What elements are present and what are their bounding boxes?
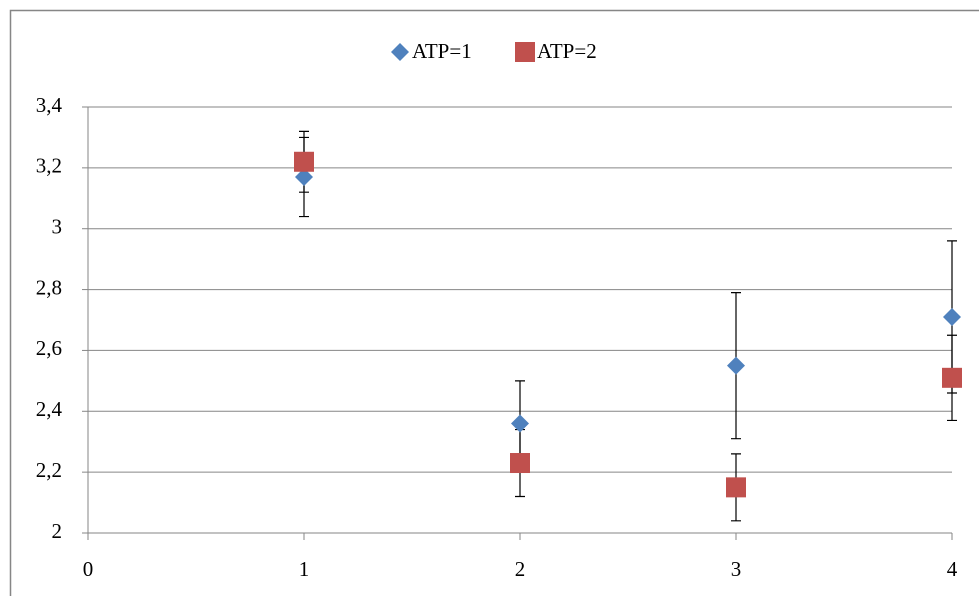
legend-label: ATP=2 (537, 39, 597, 63)
legend-marker (515, 42, 535, 62)
point (511, 414, 529, 433)
y-tick-label: 3,4 (36, 93, 63, 117)
y-tick-label: 2,4 (36, 397, 63, 421)
x-tick-label: 0 (83, 557, 94, 581)
point (727, 356, 745, 375)
point (942, 367, 962, 388)
x-tick-label: 2 (515, 557, 526, 581)
point (726, 477, 746, 498)
x-tick-label: 3 (731, 557, 742, 581)
point (294, 151, 314, 172)
x-tick-label: 1 (299, 557, 310, 581)
chart-frame (9, 9, 979, 596)
legend-marker (391, 43, 409, 61)
point (510, 453, 530, 474)
point (295, 167, 313, 186)
legend-label: ATP=1 (412, 39, 472, 63)
x-tick-label: 4 (947, 557, 958, 581)
legend: ATP=1 ATP=2 (391, 39, 597, 63)
y-tick-label: 2 (52, 519, 63, 543)
y-tick-label: 3 (52, 215, 63, 239)
y-tick-label: 2,2 (36, 458, 62, 482)
y-tick-label: 2,6 (36, 336, 62, 360)
point (943, 307, 961, 326)
y-tick-label: 3,2 (36, 154, 62, 178)
y-tick-label: 2,8 (36, 275, 62, 299)
